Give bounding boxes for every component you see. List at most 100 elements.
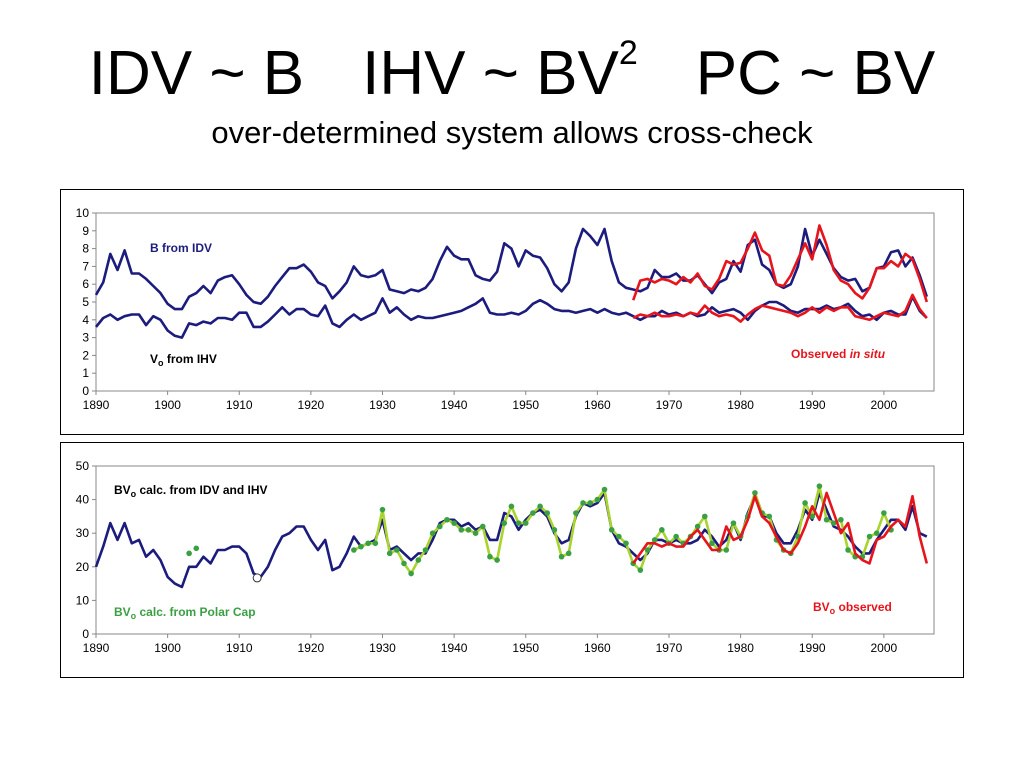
bottom-chart-panel: 0 10 20 30 40 50 1890 1900 1910 1920 1930 1940 1950 1… xyxy=(60,442,964,678)
y-tick-label: 1 xyxy=(82,366,89,380)
polar-cap-point xyxy=(709,540,715,547)
polar-cap-point xyxy=(601,486,608,493)
polar-cap-point xyxy=(873,530,880,536)
polar-cap-point xyxy=(479,523,486,530)
polar-cap-point xyxy=(623,540,629,547)
y-tick-label: 30 xyxy=(76,526,90,540)
polar-cap-point xyxy=(501,520,508,526)
polar-cap-point xyxy=(702,513,708,520)
series-line-bvo-calc-from-idv-and-ihv xyxy=(94,491,928,589)
y-tick-label: 6 xyxy=(82,277,89,291)
polar-cap-point xyxy=(537,503,543,510)
polar-cap-point xyxy=(372,540,379,547)
y-tick-label: 4 xyxy=(82,313,89,327)
top-chart-panel: 0 1 2 3 4 5 6 7 8 9 10 1890 1900 1910 1920 1930 1940 1950… xyxy=(60,189,964,435)
polar-cap-point xyxy=(565,550,572,557)
polar-cap-point xyxy=(730,520,737,526)
x-tick-label: 1980 xyxy=(727,398,754,412)
x-tick-label: 2000 xyxy=(871,641,898,655)
y-tick-label: 2 xyxy=(82,348,89,362)
polar-cap-point xyxy=(866,533,873,540)
polar-cap-point xyxy=(401,560,407,567)
polar-cap-point xyxy=(659,527,665,533)
y-tick-label: 8 xyxy=(82,242,89,256)
polar-cap-point xyxy=(351,547,357,553)
polar-cap-point xyxy=(465,527,472,533)
x-tick-label: 1940 xyxy=(441,398,468,412)
polar-cap-point xyxy=(386,550,393,557)
series-line-b-from-idv xyxy=(94,227,929,311)
y-tick-label: 40 xyxy=(76,493,90,507)
polar-cap-point xyxy=(823,516,830,523)
polar-cap-point xyxy=(487,553,493,560)
y-tick-label: 10 xyxy=(76,206,90,220)
label-b-from-idv: B from IDV xyxy=(150,241,212,255)
label-observed-in-situ: Observed in situ xyxy=(791,347,886,361)
polar-cap-point xyxy=(551,527,558,533)
polar-cap-point xyxy=(422,547,429,553)
polar-cap-point xyxy=(472,530,479,536)
polar-cap-point xyxy=(436,523,443,530)
polar-cap-point xyxy=(573,510,579,516)
y-tick-label: 3 xyxy=(82,331,89,345)
polar-cap-point xyxy=(637,567,644,573)
x-tick-label: 1960 xyxy=(584,641,611,655)
polar-cap-point xyxy=(494,557,500,563)
x-tick-label: 1970 xyxy=(656,398,683,412)
polar-cap-point xyxy=(608,527,615,533)
label-bvo-observed: BVo observed xyxy=(813,600,892,616)
series-line-vo-from-ihv xyxy=(94,295,928,339)
polar-cap-point xyxy=(644,547,651,553)
bottom-chart: 0 10 20 30 40 50 1890 1900 1910 1920 1930 1940 1950 1… xyxy=(76,459,935,655)
polar-cap-point xyxy=(544,510,551,516)
x-tick-label: 1930 xyxy=(369,398,396,412)
polar-cap-point xyxy=(830,520,837,526)
polar-cap-point xyxy=(752,490,758,496)
y-tick-label: 50 xyxy=(76,459,90,473)
polar-cap-point xyxy=(508,503,515,510)
x-tick-label: 2000 xyxy=(871,398,898,412)
label-vo-from-ihv: Vo from IHV xyxy=(150,352,217,368)
x-tick-label: 1930 xyxy=(369,641,396,655)
x-tick-label: 1940 xyxy=(441,641,468,655)
x-tick-label: 1910 xyxy=(226,641,253,655)
title-idv-b: IDV ~ B xyxy=(88,39,305,108)
y-tick-label: 10 xyxy=(76,593,90,607)
x-tick-label: 1900 xyxy=(154,641,181,655)
x-tick-label: 1920 xyxy=(298,641,325,655)
polar-cap-point xyxy=(694,523,701,530)
y-tick-label: 9 xyxy=(82,224,89,238)
polar-cap-point xyxy=(558,553,565,560)
slide-subtitle: over-determined system allows cross-chec… xyxy=(211,115,813,150)
polar-cap-point xyxy=(522,520,529,526)
x-tick-label: 1920 xyxy=(298,398,325,412)
x-tick-label: 1890 xyxy=(83,398,110,412)
polar-cap-point xyxy=(379,506,386,513)
polar-cap-point xyxy=(444,516,450,523)
polar-cap-point xyxy=(458,527,465,533)
x-tick-label: 1950 xyxy=(512,641,539,655)
polar-cap-point xyxy=(838,516,844,523)
y-tick-label: 20 xyxy=(76,560,90,574)
x-tick-label: 1980 xyxy=(727,641,754,655)
polar-cap-point xyxy=(358,543,364,550)
polar-cap-point xyxy=(530,510,536,516)
polar-cap-point xyxy=(580,500,586,506)
open-circle-marker xyxy=(252,573,262,583)
x-tick-label: 1970 xyxy=(656,641,683,655)
polar-cap-point xyxy=(802,500,808,506)
y-tick-label: 0 xyxy=(82,627,89,641)
polar-cap-point xyxy=(515,520,522,526)
polar-cap-point xyxy=(394,547,400,553)
polar-cap-point xyxy=(451,520,457,526)
x-tick-label: 1990 xyxy=(799,398,826,412)
polar-cap-point xyxy=(365,540,371,547)
polar-cap-point xyxy=(408,570,414,577)
polar-cap-point xyxy=(594,496,601,503)
polar-cap-point xyxy=(845,547,851,553)
polar-cap-point xyxy=(723,547,730,553)
y-tick-label: 0 xyxy=(82,384,89,398)
x-tick-label: 1950 xyxy=(512,398,539,412)
series-line-observed-in-situ-b xyxy=(631,224,929,303)
x-tick-label: 1960 xyxy=(584,398,611,412)
